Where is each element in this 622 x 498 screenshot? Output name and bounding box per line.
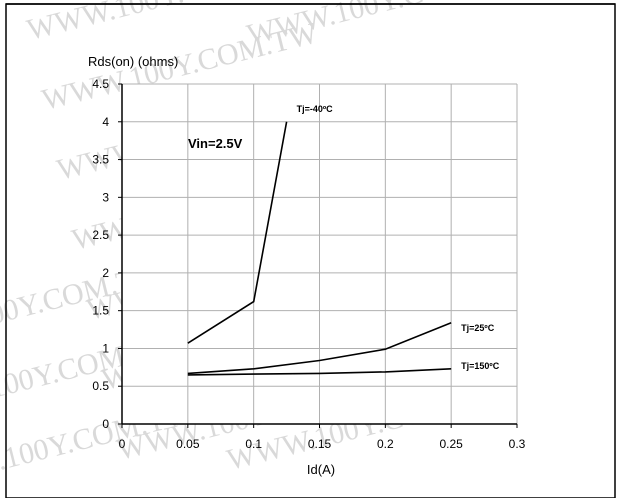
series-line-1	[187, 322, 452, 375]
y-tick-label: 3.5	[92, 153, 109, 167]
y-tick-label: 1.5	[92, 304, 109, 318]
x-tick-label: 0.25	[439, 437, 463, 451]
y-tick-label: 4.5	[92, 77, 109, 91]
series-label-2: Tj=150ºC	[461, 361, 500, 371]
series-line-0	[187, 121, 288, 344]
y-tick-label: 2.5	[92, 228, 109, 242]
y-tick-label: 0	[102, 417, 109, 431]
series-line-2	[187, 368, 452, 376]
y-tick-label: 4	[102, 115, 109, 129]
y-tick-label: 0.5	[92, 379, 109, 393]
y-axis-label: Rds(on) (ohms)	[88, 54, 178, 69]
x-tick-label: 0.2	[377, 437, 394, 451]
x-tick-label: 0.1	[245, 437, 262, 451]
x-axis-label: Id(A)	[307, 462, 335, 477]
x-tick-label: 0.3	[509, 437, 526, 451]
y-tick-label: 1	[102, 341, 109, 355]
x-tick-label: 0.05	[176, 437, 200, 451]
x-tick-label: 0	[119, 437, 126, 451]
y-tick-label: 3	[102, 190, 109, 204]
x-tick-label: 0.15	[308, 437, 332, 451]
y-tick-label: 2	[102, 266, 109, 280]
condition-annotation: Vin=2.5V	[188, 136, 243, 151]
series-label-0: Tj=-40ºC	[297, 104, 334, 114]
series-label-1: Tj=25ºC	[461, 323, 495, 333]
plot-area: 0 0.5 1 1.5 2 2.5 3 3.5 4 4.5 0 0.05 0.1 0.15 0.2 0.25 0…	[92, 77, 525, 451]
